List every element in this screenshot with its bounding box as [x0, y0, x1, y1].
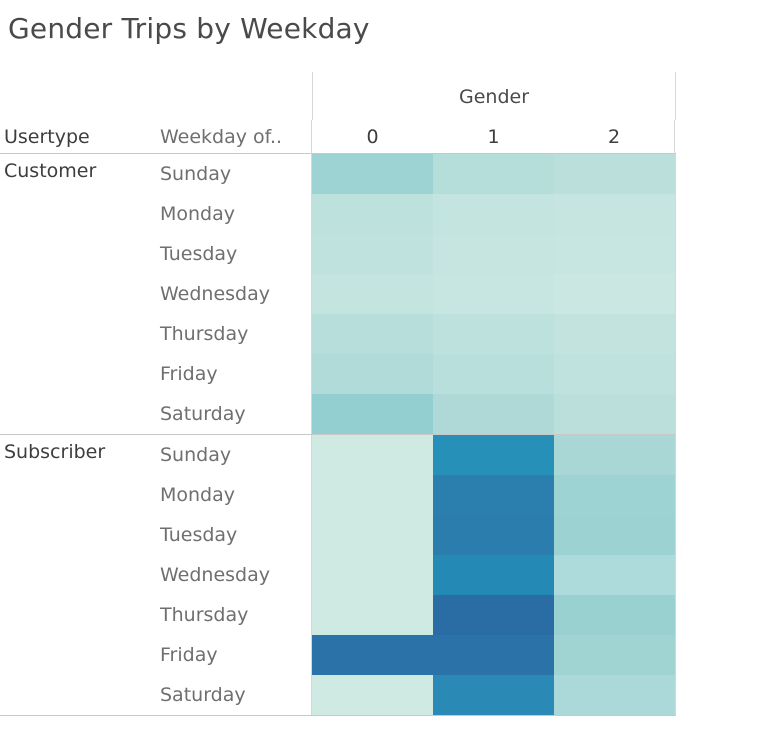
- heatmap-cell[interactable]: [554, 394, 676, 434]
- gender-header-label: Gender: [458, 86, 530, 108]
- gender-value-header-1: 1: [487, 125, 500, 148]
- heatmap-cell[interactable]: [433, 475, 554, 515]
- heatmap-cell[interactable]: [554, 234, 676, 274]
- table-row: Sunday: [0, 154, 676, 194]
- weekday-label: Sunday: [160, 435, 312, 475]
- table-header: Gender Usertype Weekday of.. 0 1 2: [0, 72, 676, 154]
- usertype-spacer: [0, 635, 160, 675]
- heatmap-cell[interactable]: [433, 635, 554, 675]
- table-row: Saturday: [0, 675, 676, 715]
- table-row: Sunday: [0, 435, 676, 475]
- usertype-spacer: [0, 475, 160, 515]
- weekday-label: Saturday: [160, 675, 312, 715]
- heatmap-cell[interactable]: [312, 274, 433, 314]
- heatmap-cell[interactable]: [312, 154, 433, 194]
- heatmap-cell[interactable]: [554, 595, 676, 635]
- usertype-column-header: Usertype: [4, 125, 90, 148]
- heatmap-cell[interactable]: [554, 274, 676, 314]
- table-row: Tuesday: [0, 515, 676, 555]
- page-title: Gender Trips by Weekday: [8, 12, 370, 45]
- weekday-label: Wednesday: [160, 274, 312, 314]
- heatmap-cell[interactable]: [433, 194, 554, 234]
- heatmap-cell[interactable]: [554, 515, 676, 555]
- weekday-label: Friday: [160, 635, 312, 675]
- heatmap-cell[interactable]: [312, 234, 433, 274]
- heatmap-cell[interactable]: [433, 595, 554, 635]
- weekday-label: Tuesday: [160, 515, 312, 555]
- heatmap-cell[interactable]: [554, 314, 676, 354]
- table-row: Wednesday: [0, 555, 676, 595]
- heatmap-cell[interactable]: [554, 435, 676, 475]
- heatmap-cell[interactable]: [433, 314, 554, 354]
- table-row: Wednesday: [0, 274, 676, 314]
- usertype-label: Customer: [4, 160, 97, 182]
- gender-header-band: Gender: [312, 72, 676, 120]
- heatmap-body: Customer Sunday Monday Tuesday Wednesday Thur…: [0, 154, 676, 716]
- table-row: Monday: [0, 475, 676, 515]
- weekday-label: Monday: [160, 475, 312, 515]
- weekday-column-header: Weekday of..: [160, 119, 312, 154]
- heatmap-cell[interactable]: [554, 675, 676, 715]
- usertype-spacer: [0, 314, 160, 354]
- weekday-label: Tuesday: [160, 234, 312, 274]
- heatmap-cell[interactable]: [312, 635, 433, 675]
- gender-value-header-0: 0: [366, 125, 379, 148]
- heatmap-cell[interactable]: [554, 154, 676, 194]
- table-row: Monday: [0, 194, 676, 234]
- heatmap-cell[interactable]: [554, 555, 676, 595]
- usertype-spacer: [0, 234, 160, 274]
- table-row: Friday: [0, 635, 676, 675]
- usertype-group: Subscriber Sunday Monday Tuesday Wednesday Th…: [0, 434, 676, 716]
- gender-value-header-2: 2: [554, 119, 675, 154]
- usertype-spacer: [0, 274, 160, 314]
- table-row: Saturday: [0, 394, 676, 434]
- heatmap-cell[interactable]: [312, 675, 433, 715]
- heatmap-cell[interactable]: [554, 194, 676, 234]
- heatmap-cell[interactable]: [312, 555, 433, 595]
- heatmap-cell[interactable]: [312, 394, 433, 434]
- heatmap-cell[interactable]: [312, 595, 433, 635]
- heatmap-cell[interactable]: [433, 274, 554, 314]
- usertype-group: Customer Sunday Monday Tuesday Wednesday Thur…: [0, 154, 676, 434]
- usertype-spacer: [0, 595, 160, 635]
- heatmap-cell[interactable]: [433, 234, 554, 274]
- heatmap-cell[interactable]: [554, 635, 676, 675]
- heatmap-cell[interactable]: [554, 475, 676, 515]
- usertype-spacer: [0, 394, 160, 434]
- table-row: Friday: [0, 354, 676, 394]
- heatmap-cell[interactable]: [433, 354, 554, 394]
- table-row: Thursday: [0, 314, 676, 354]
- usertype-spacer: [0, 194, 160, 234]
- heatmap-cell[interactable]: [312, 354, 433, 394]
- heatmap-cell[interactable]: [554, 354, 676, 394]
- weekday-label: Friday: [160, 354, 312, 394]
- weekday-label: Thursday: [160, 595, 312, 635]
- heatmap-cell[interactable]: [312, 314, 433, 354]
- usertype-spacer: [0, 354, 160, 394]
- heatmap-cell[interactable]: [312, 194, 433, 234]
- table-row: Thursday: [0, 595, 676, 635]
- weekday-label: Thursday: [160, 314, 312, 354]
- heatmap-cell[interactable]: [433, 154, 554, 194]
- heatmap-cell[interactable]: [433, 515, 554, 555]
- usertype-spacer: [0, 555, 160, 595]
- heatmap-cell[interactable]: [433, 435, 554, 475]
- weekday-label: Monday: [160, 194, 312, 234]
- heatmap-cell[interactable]: [312, 435, 433, 475]
- usertype-label: Subscriber: [4, 441, 106, 463]
- heatmap-cell[interactable]: [433, 675, 554, 715]
- heatmap-cell[interactable]: [312, 475, 433, 515]
- usertype-spacer: [0, 675, 160, 715]
- usertype-spacer: [0, 515, 160, 555]
- heatmap-cell[interactable]: [312, 515, 433, 555]
- heatmap-cell[interactable]: [433, 555, 554, 595]
- heatmap-cell[interactable]: [433, 394, 554, 434]
- table-row: Tuesday: [0, 234, 676, 274]
- weekday-label: Saturday: [160, 394, 312, 434]
- weekday-label: Sunday: [160, 154, 312, 194]
- weekday-label: Wednesday: [160, 555, 312, 595]
- column-header-row: Usertype Weekday of.. 0 1 2: [0, 119, 676, 154]
